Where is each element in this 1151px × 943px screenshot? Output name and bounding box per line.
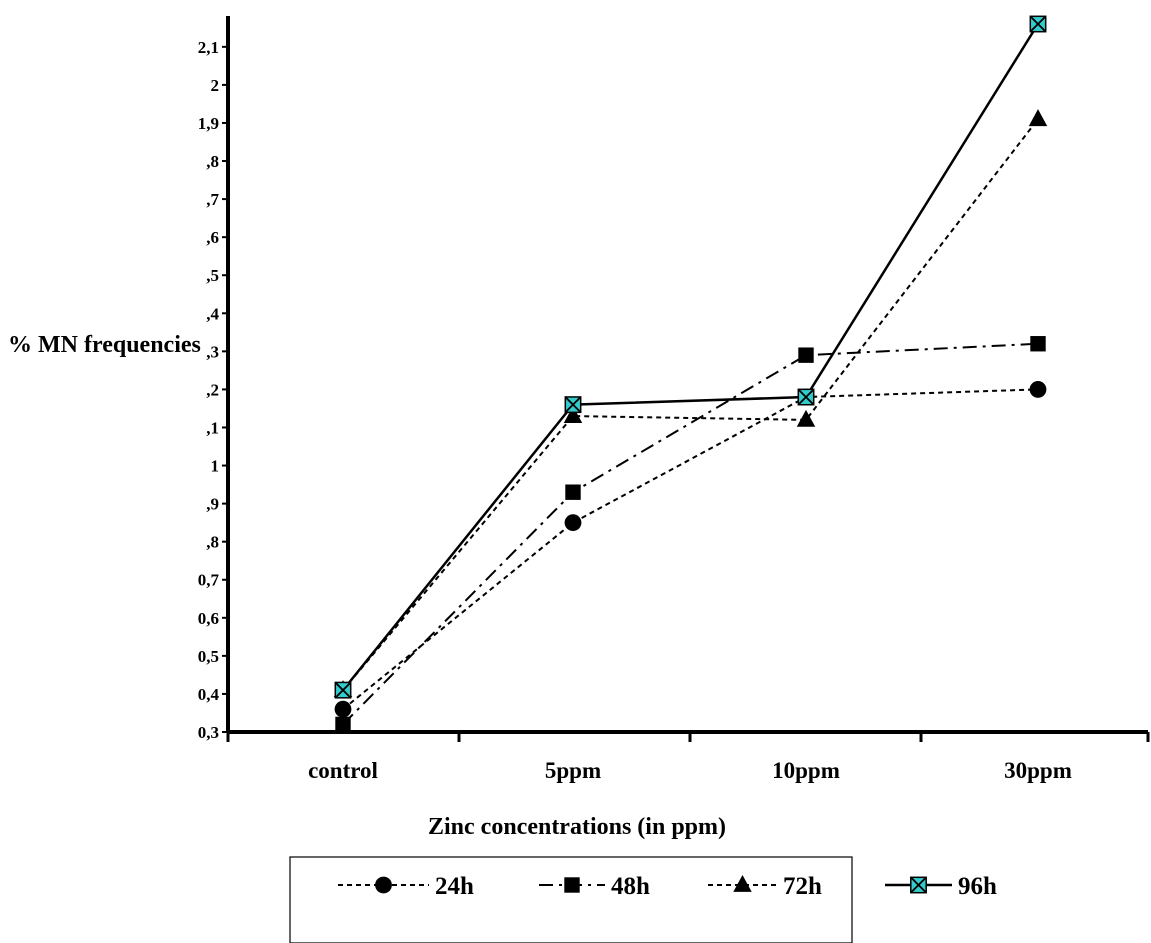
y-tick-label: ,7 bbox=[206, 190, 219, 209]
x-tick-label: control bbox=[308, 758, 378, 783]
series-48h bbox=[335, 336, 1046, 733]
data-point-triangle bbox=[796, 409, 816, 427]
data-point-square bbox=[1030, 336, 1046, 352]
x-axis-title: Zinc concentrations (in ppm) bbox=[428, 814, 726, 840]
legend-label: 72h bbox=[783, 873, 822, 900]
x-axis-ticks: control 5ppm 10ppm 30ppm bbox=[226, 732, 1150, 783]
y-tick-label: ,8 bbox=[206, 152, 219, 171]
x-tick-label: 30ppm bbox=[1004, 758, 1072, 783]
data-point-x-square bbox=[910, 876, 927, 894]
data-point-circle bbox=[375, 876, 392, 894]
series-line bbox=[342, 23, 1040, 691]
legend-label: 48h bbox=[611, 873, 650, 900]
y-tick-label: ,2 bbox=[206, 380, 219, 399]
data-point-circle bbox=[334, 700, 352, 718]
y-tick-label: 1 bbox=[211, 457, 220, 476]
data-point-x-square bbox=[1029, 15, 1047, 33]
data-point-x-square bbox=[334, 681, 352, 699]
axes bbox=[226, 16, 1148, 734]
legend-item-48h: 48h bbox=[539, 873, 650, 900]
data-point-circle bbox=[1029, 381, 1047, 398]
data-point-square bbox=[564, 877, 580, 893]
y-tick-label: ,3 bbox=[206, 342, 219, 361]
data-point-triangle bbox=[563, 406, 583, 423]
series-72h bbox=[333, 109, 1048, 698]
data-point-square bbox=[798, 347, 814, 363]
data-point-square bbox=[565, 484, 581, 500]
y-tick-label: 0,5 bbox=[198, 647, 219, 666]
legend-item-96h: 96h bbox=[885, 873, 997, 900]
data-point-square bbox=[335, 716, 351, 733]
y-tick-label: ,9 bbox=[206, 495, 219, 514]
legend-item-72h: 72h bbox=[708, 873, 822, 900]
y-axis-title: % MN frequencies bbox=[8, 332, 201, 358]
series-layer bbox=[333, 15, 1048, 733]
y-tick-label: ,8 bbox=[206, 533, 219, 552]
series-24h bbox=[334, 381, 1047, 718]
legend-label: 24h bbox=[435, 873, 474, 900]
y-tick-label: ,4 bbox=[206, 304, 219, 323]
data-point-triangle bbox=[733, 874, 752, 892]
y-tick-label: 2,1 bbox=[198, 38, 219, 57]
y-tick-label: 1,9 bbox=[198, 114, 219, 133]
y-tick-label: ,5 bbox=[206, 266, 219, 285]
data-point-circle bbox=[564, 514, 582, 532]
series-line bbox=[342, 118, 1039, 691]
legend-box bbox=[289, 856, 853, 943]
legend: 24h 48h 72h 96h bbox=[289, 856, 997, 943]
series-line bbox=[342, 388, 1039, 710]
y-axis-ticks: 0,3 0,4 0,5 0,6 0,7 ,8 ,9 1 ,1 ,2 ,3 ,4 ,5 ,6 ,7 ,8 1,9 2… bbox=[198, 38, 228, 742]
y-tick-label: 0,4 bbox=[198, 685, 220, 704]
y-tick-label: 0,6 bbox=[198, 609, 219, 628]
y-tick-label: 0,3 bbox=[198, 723, 219, 742]
legend-item-24h: 24h bbox=[338, 873, 474, 900]
data-point-triangle bbox=[1028, 109, 1048, 127]
data-point-x-square bbox=[564, 396, 582, 414]
x-tick-label: 5ppm bbox=[545, 758, 601, 783]
y-tick-label: 0,7 bbox=[198, 571, 220, 590]
legend-label: 96h bbox=[958, 873, 997, 900]
y-tick-label: 2 bbox=[211, 76, 220, 95]
data-point-x-square bbox=[797, 388, 815, 406]
y-tick-label: ,1 bbox=[206, 418, 219, 437]
series-96h bbox=[334, 15, 1047, 699]
x-tick-label: 10ppm bbox=[772, 758, 840, 783]
y-tick-label: ,6 bbox=[206, 228, 219, 247]
